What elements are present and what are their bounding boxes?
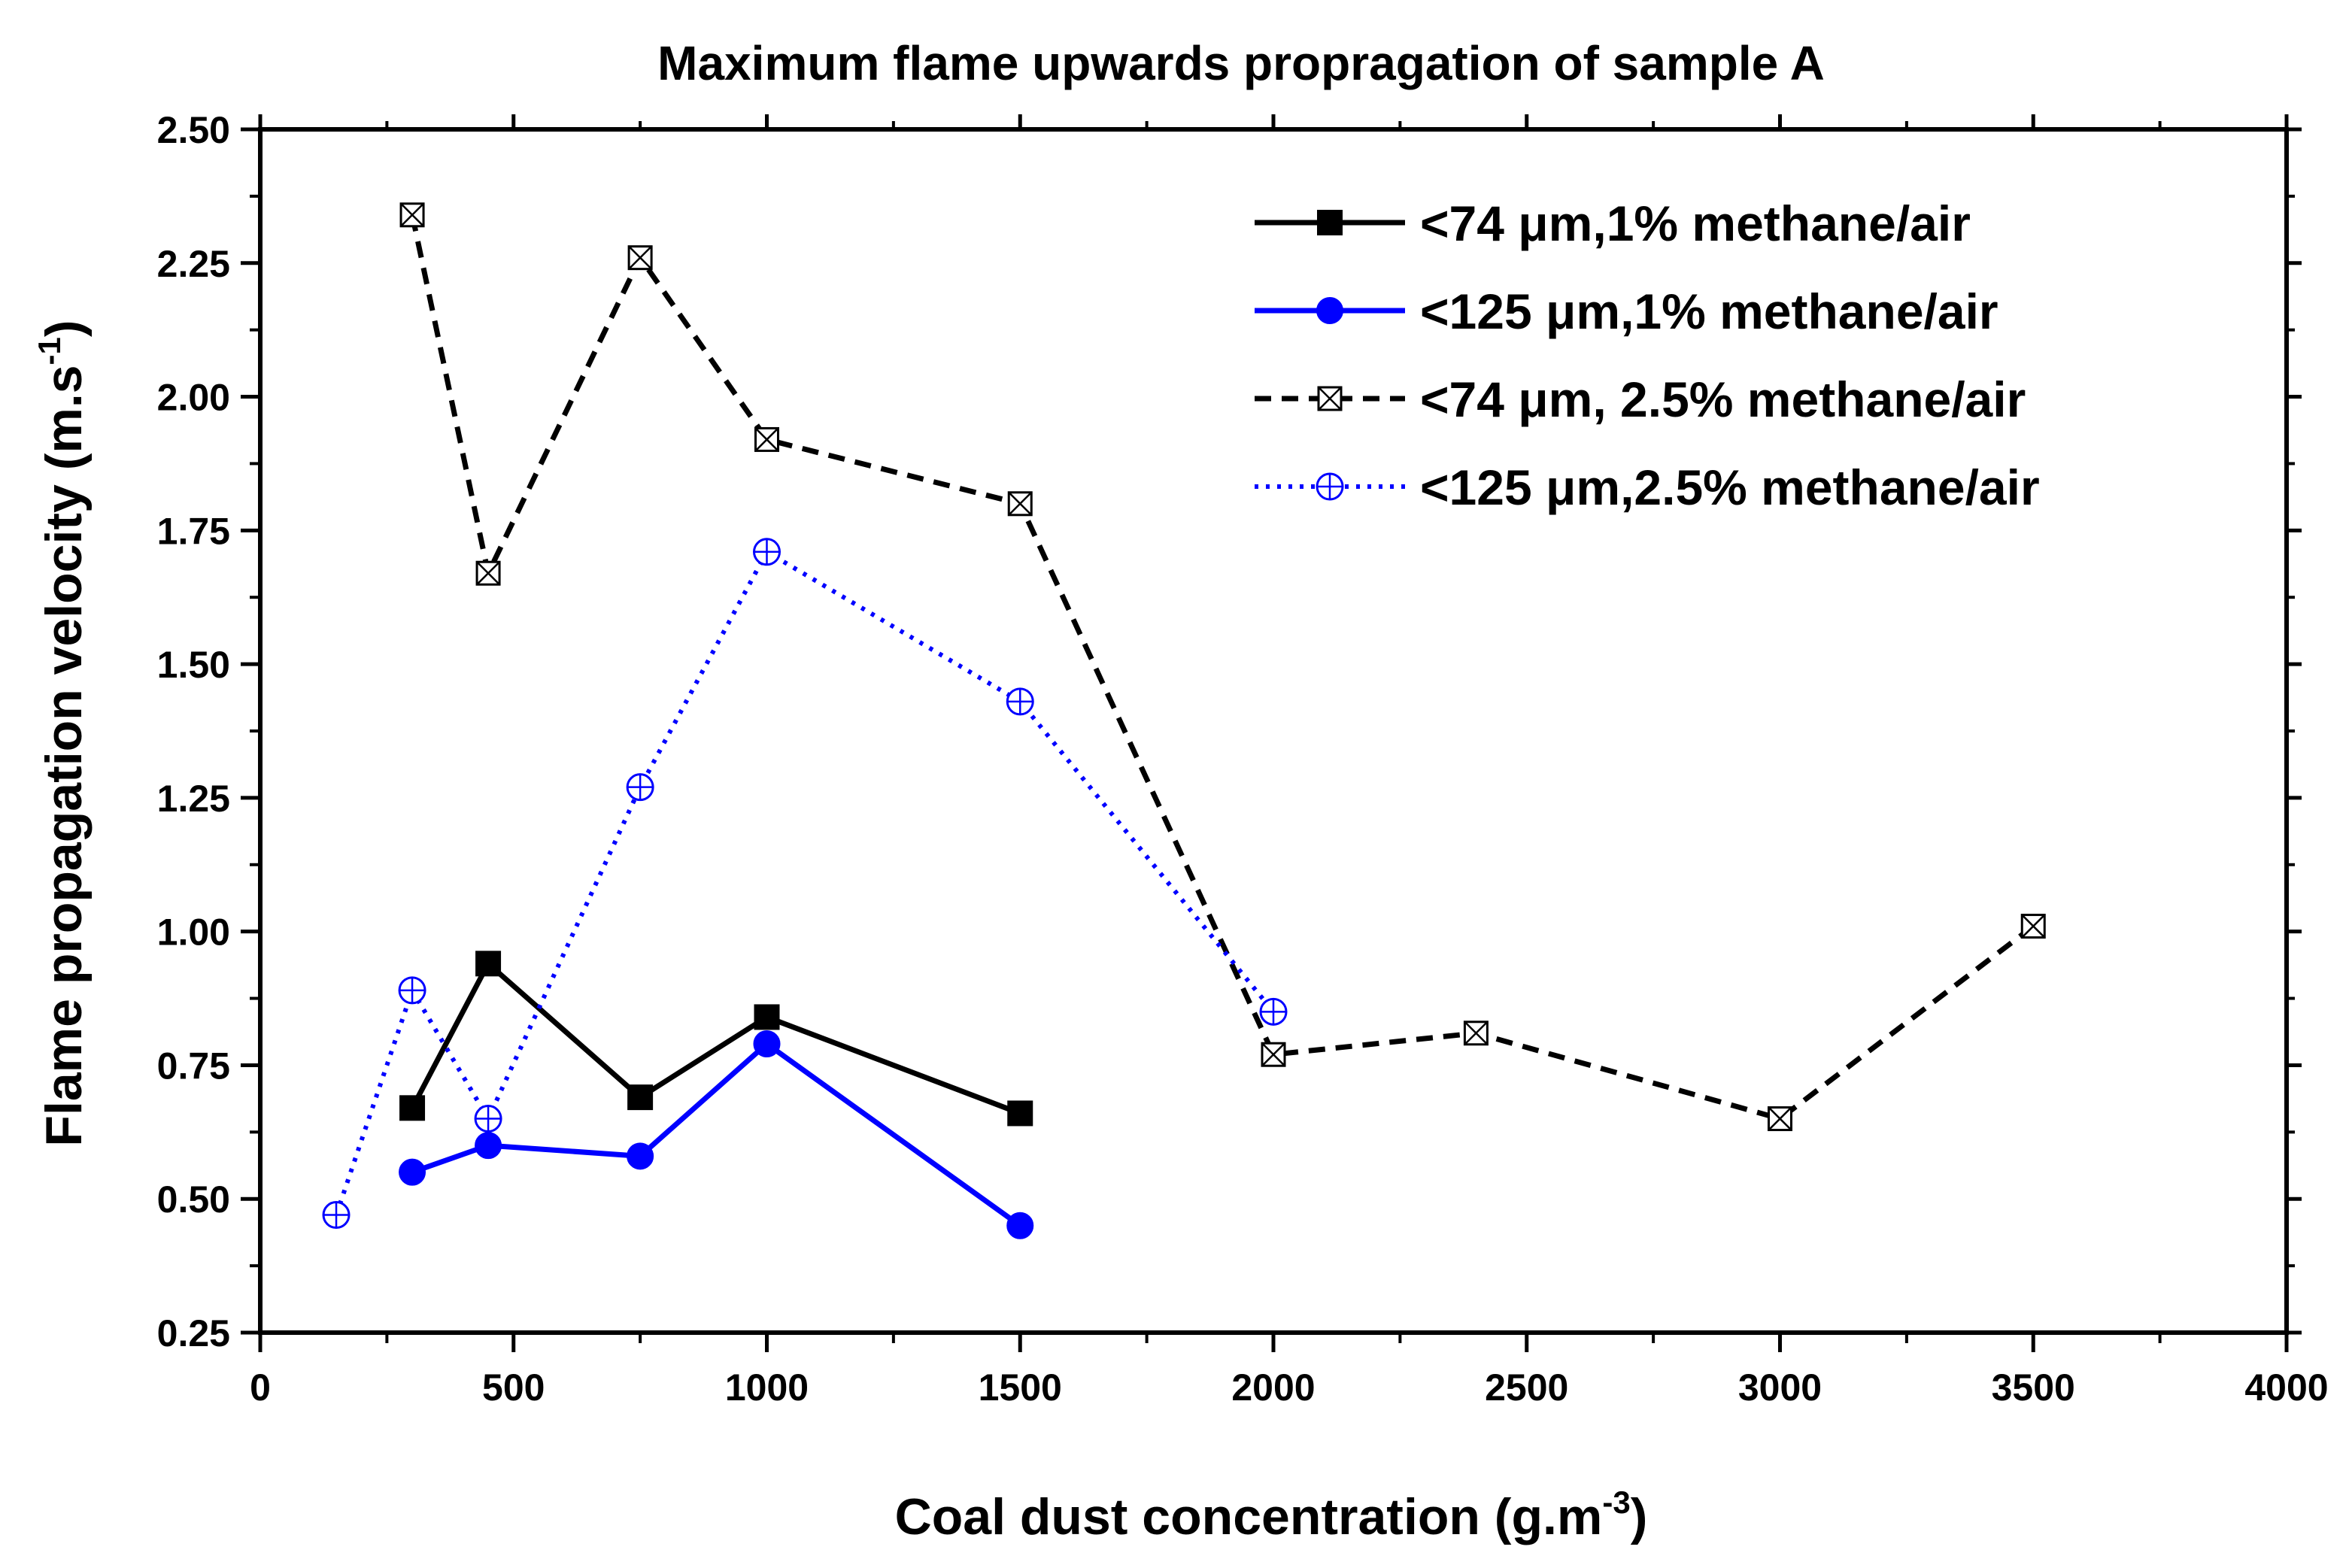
x-axis-title-sup: -3 (1602, 1485, 1630, 1520)
data-point (1007, 491, 1033, 517)
marker-filled-square (754, 1004, 780, 1030)
x-tick-label: 4000 (2244, 1366, 2328, 1409)
marker-filled-circle (475, 1132, 502, 1160)
marker-cross-line (754, 427, 779, 452)
data-point (753, 1030, 781, 1057)
marker-filled-square (1007, 1100, 1033, 1127)
y-tick-label: 2.25 (157, 243, 230, 285)
marker-cross-line (476, 561, 500, 586)
x-tick-label: 2500 (1485, 1366, 1568, 1409)
series-line (411, 1041, 1022, 1228)
x-axis-title: Coal dust concentration (g.m-3) (895, 1485, 1648, 1545)
legend-label: <74 μm, 2.5% methane/air (1420, 372, 2026, 427)
x-tick-label: 2000 (1231, 1366, 1315, 1409)
marker-filled-circle (627, 1142, 654, 1170)
marker-cross-line (628, 245, 653, 270)
marker-cross-line (1464, 1021, 1489, 1045)
y-tick-label: 0.25 (157, 1312, 230, 1354)
data-point (475, 560, 501, 586)
x-tick-label: 3000 (1738, 1366, 1822, 1409)
marker-filled-circle (1006, 1212, 1034, 1239)
legend: <74 μm,1% methane/air <125 μm,1% methane/… (1255, 196, 2040, 515)
series-3 (399, 202, 2046, 1132)
x-axis-title-close: ) (1631, 1488, 1648, 1545)
data-point (753, 538, 781, 566)
marker-cross-line (400, 202, 424, 227)
legend-entry: <125 μm,1% methane/air (1255, 284, 1998, 339)
marker-filled-square (627, 1084, 654, 1111)
x-tick-label: 1500 (979, 1366, 1062, 1409)
data-point (2020, 914, 2046, 939)
y-tick-label: 2.50 (157, 109, 230, 151)
legend-label: <125 μm,2.5% methane/air (1420, 459, 2040, 515)
x-axis: 0 500 1000 1500 2000 2500 3000 3500 4000 (250, 114, 2329, 1409)
data-point (1259, 997, 1288, 1026)
marker-cross-line (1318, 387, 1342, 411)
data-point (1006, 687, 1034, 716)
y-tick-label: 1.00 (157, 911, 230, 954)
marker-cross-line (1008, 491, 1033, 516)
legend-entry: <74 μm, 2.5% methane/air (1255, 372, 2026, 427)
x-tick-label: 3500 (1992, 1366, 2075, 1409)
data-point (626, 773, 654, 802)
series-layer (322, 202, 2046, 1239)
data-point (754, 426, 779, 452)
marker-filled-square (1317, 210, 1343, 235)
data-point (1463, 1021, 1489, 1046)
marker-filled-circle (399, 1158, 426, 1186)
marker-filled-circle (753, 1030, 781, 1057)
y-axis: 0.25 0.50 0.75 1.00 1.25 1.50 1.75 2.00 2.25 2.50 (157, 109, 2302, 1354)
data-point (754, 1004, 780, 1030)
marker-cross-line (1768, 1106, 1792, 1131)
x-tick-label: 0 (250, 1366, 271, 1409)
data-point (627, 1142, 654, 1170)
marker-filled-square (399, 1095, 426, 1121)
data-point (322, 1201, 351, 1230)
y-tick-label: 0.75 (157, 1045, 230, 1087)
data-point (1261, 1042, 1286, 1067)
marker-filled-circle (1316, 297, 1343, 324)
y-tick-label: 1.75 (157, 510, 230, 552)
series-4 (322, 538, 1288, 1230)
data-point (1007, 1100, 1033, 1127)
x-tick-label: 1000 (725, 1366, 809, 1409)
y-tick-label: 1.25 (157, 778, 230, 820)
data-point (627, 1084, 654, 1111)
y-tick-label: 2.00 (157, 377, 230, 419)
x-tick-label: 500 (482, 1366, 545, 1409)
marker-cross-line (1261, 1042, 1285, 1067)
data-point (399, 1095, 426, 1121)
chart-title: Maximum flame upwards propragation of sa… (657, 36, 1825, 90)
y-axis-title-sup: -1 (32, 337, 67, 365)
legend-entry: <125 μm,2.5% methane/air (1255, 459, 2040, 515)
marker-cross-line (2021, 914, 2046, 939)
y-axis-title-main: Flame propagation velocity (m.s (35, 365, 93, 1146)
legend-label: <74 μm,1% methane/air (1420, 196, 1971, 251)
series-1 (399, 951, 1033, 1127)
legend-entry: <74 μm,1% methane/air (1255, 196, 1971, 251)
data-point (1768, 1106, 1792, 1132)
series-line (409, 214, 2035, 1122)
x-axis-title-main: Coal dust concentration (g.m (895, 1488, 1603, 1545)
y-tick-label: 1.50 (157, 644, 230, 686)
data-point (475, 1132, 502, 1160)
marker-filled-square (475, 951, 502, 977)
data-point (474, 1105, 502, 1133)
y-tick-label: 0.50 (157, 1178, 230, 1221)
data-point (475, 951, 502, 977)
legend-label: <125 μm,1% methane/air (1420, 284, 1998, 339)
data-point (1006, 1212, 1034, 1239)
data-point (399, 1158, 426, 1186)
y-axis-title: Flame propagation velocity (m.s-1) (32, 320, 93, 1146)
data-point (398, 976, 426, 1005)
data-point (399, 202, 425, 228)
series-2 (399, 1030, 1034, 1239)
y-axis-title-close: ) (35, 320, 93, 337)
data-point (627, 245, 653, 271)
